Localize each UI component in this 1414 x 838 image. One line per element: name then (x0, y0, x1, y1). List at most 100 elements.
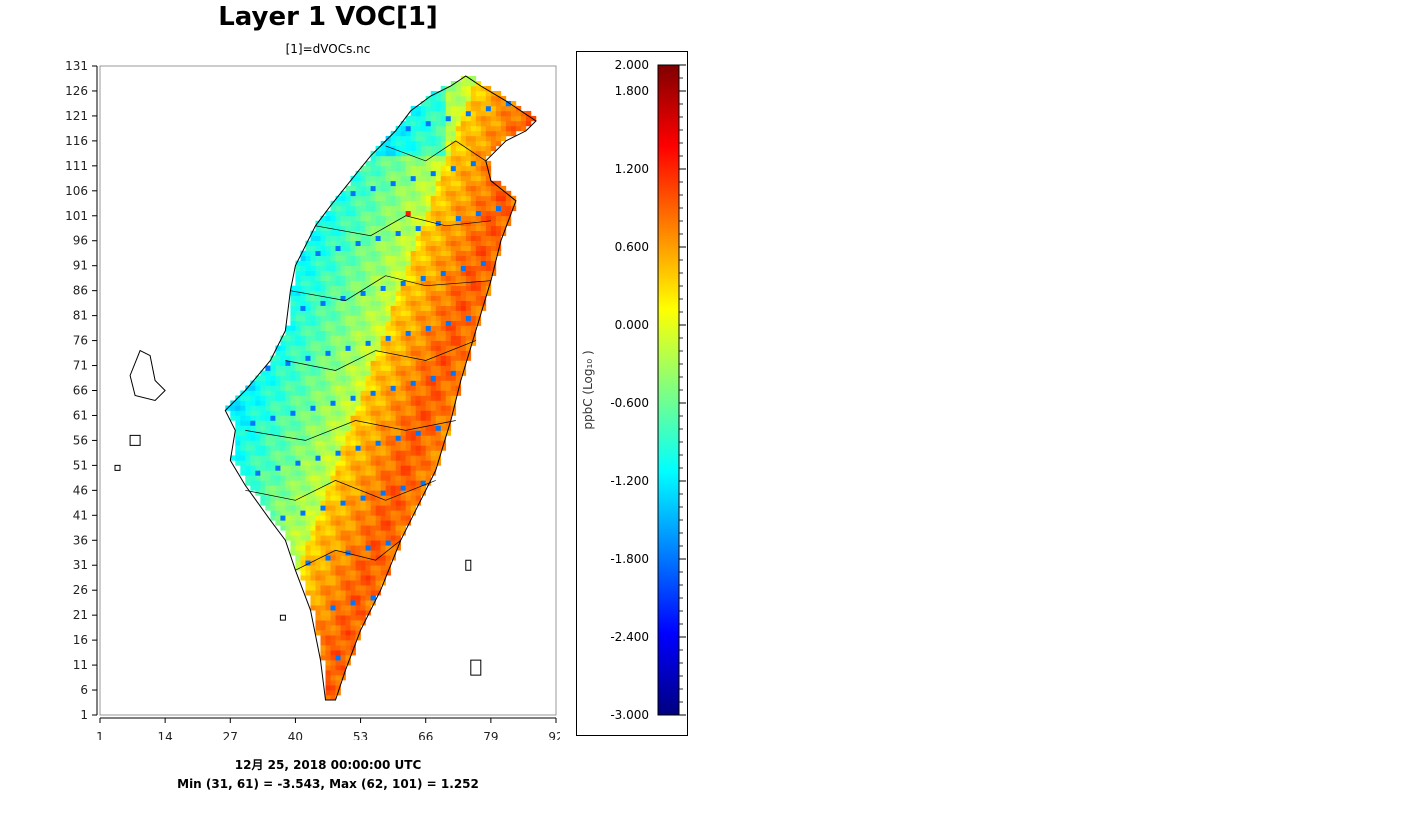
heatmap-cell (480, 150, 487, 157)
heatmap-cell (375, 150, 381, 157)
heatmap-cell (395, 460, 401, 466)
heatmap-cell (320, 420, 326, 426)
heatmap-cell (435, 120, 442, 127)
heatmap-cell (360, 260, 366, 266)
heatmap-cell (290, 535, 296, 541)
heatmap-cell (420, 480, 427, 486)
heatmap-cell (480, 240, 487, 247)
heatmap-cell (330, 315, 336, 321)
heatmap-cell (340, 390, 346, 396)
heatmap-cell (360, 300, 366, 306)
heatmap-cell (345, 620, 351, 626)
heatmap-cell (310, 535, 316, 541)
heatmap-cell (345, 455, 351, 461)
heatmap-cell (445, 410, 452, 416)
heatmap-cell (445, 175, 452, 182)
y-tick-label: 41 (73, 508, 88, 522)
heatmap-cell (340, 625, 346, 631)
heatmap-cell (350, 495, 356, 501)
heatmap-cell (460, 90, 467, 97)
heatmap-cell (395, 155, 401, 162)
heatmap-cell (310, 385, 316, 391)
heatmap-cell (515, 115, 522, 122)
heatmap-cell (465, 230, 472, 237)
x-tick-label: 40 (288, 730, 303, 740)
heatmap-cell (365, 180, 371, 187)
heatmap-cell (475, 285, 482, 291)
heatmap-cell (375, 530, 381, 536)
heatmap-cell (305, 250, 311, 257)
heatmap-cell (390, 495, 396, 501)
heatmap-cell (480, 120, 487, 127)
heatmap-cell (425, 290, 432, 296)
heatmap-cell (445, 240, 452, 247)
heatmap-cell (340, 225, 346, 232)
heatmap-cell (405, 385, 411, 391)
heatmap-cell (350, 295, 356, 301)
heatmap-cell (450, 115, 457, 122)
heatmap-cell (420, 205, 427, 212)
heatmap-cell (385, 560, 391, 566)
heatmap-cell (345, 625, 351, 631)
heatmap-cell (395, 190, 401, 197)
heatmap-cell (455, 315, 462, 321)
heatmap-cell (445, 95, 452, 102)
heatmap-cell (425, 240, 432, 247)
heatmap-cell (285, 475, 291, 481)
heatmap-cell (460, 240, 467, 247)
heatmap-cell (305, 455, 311, 461)
heatmap-cell (450, 240, 457, 247)
heatmap-cell (420, 465, 427, 471)
heatmap-cell (410, 285, 416, 291)
heatmap-cell (375, 225, 381, 232)
heatmap-cell (280, 335, 286, 341)
heatmap-cell (450, 285, 457, 291)
heatmap-cell (460, 75, 467, 82)
heatmap-cell (330, 410, 336, 416)
heatmap-cell (425, 360, 432, 366)
heatmap-cell (275, 420, 281, 426)
heatmap-cell (455, 220, 462, 227)
heatmap-cell (400, 180, 406, 187)
heatmap-cell (360, 265, 366, 271)
heatmap-cell (310, 300, 316, 306)
heatmap-cell (360, 290, 366, 296)
heatmap-cell (330, 500, 336, 506)
heatmap-cell (385, 255, 391, 261)
heatmap-cell (340, 490, 346, 496)
heatmap-cell (370, 510, 376, 516)
heatmap-cell (330, 470, 336, 476)
heatmap-cell (420, 140, 427, 147)
heatmap-cell (305, 435, 311, 441)
heatmap-cell (440, 365, 447, 371)
heatmap-cell (280, 490, 286, 496)
heatmap-cell (455, 325, 462, 331)
heatmap-cell (340, 405, 346, 411)
heatmap-cell (410, 425, 416, 431)
heatmap-cell (330, 460, 336, 466)
heatmap-cell (440, 170, 447, 177)
heatmap-cell (360, 210, 366, 217)
heatmap-cell (410, 115, 416, 122)
heatmap-cell (300, 430, 306, 436)
heatmap-cell (365, 555, 371, 561)
heatmap-cell (335, 615, 341, 621)
heatmap-cell (430, 290, 437, 296)
heatmap-cell (460, 185, 467, 192)
heatmap-cell (340, 610, 346, 616)
heatmap-cell (435, 190, 442, 197)
heatmap-cell (395, 305, 401, 311)
heatmap-cell (450, 270, 457, 276)
heatmap-cell (490, 135, 497, 142)
heatmap-cell (425, 100, 432, 107)
heatmap-cell (435, 90, 442, 97)
heatmap-cell (330, 270, 336, 276)
heatmap-cell (460, 205, 467, 212)
heatmap-cell (235, 460, 241, 466)
heatmap-cell (320, 270, 326, 276)
heatmap-cell (440, 315, 447, 321)
y-tick-label: 76 (73, 334, 88, 348)
heatmap-cell (320, 460, 326, 466)
heatmap-cell (400, 275, 406, 281)
heatmap-cell (345, 555, 351, 561)
